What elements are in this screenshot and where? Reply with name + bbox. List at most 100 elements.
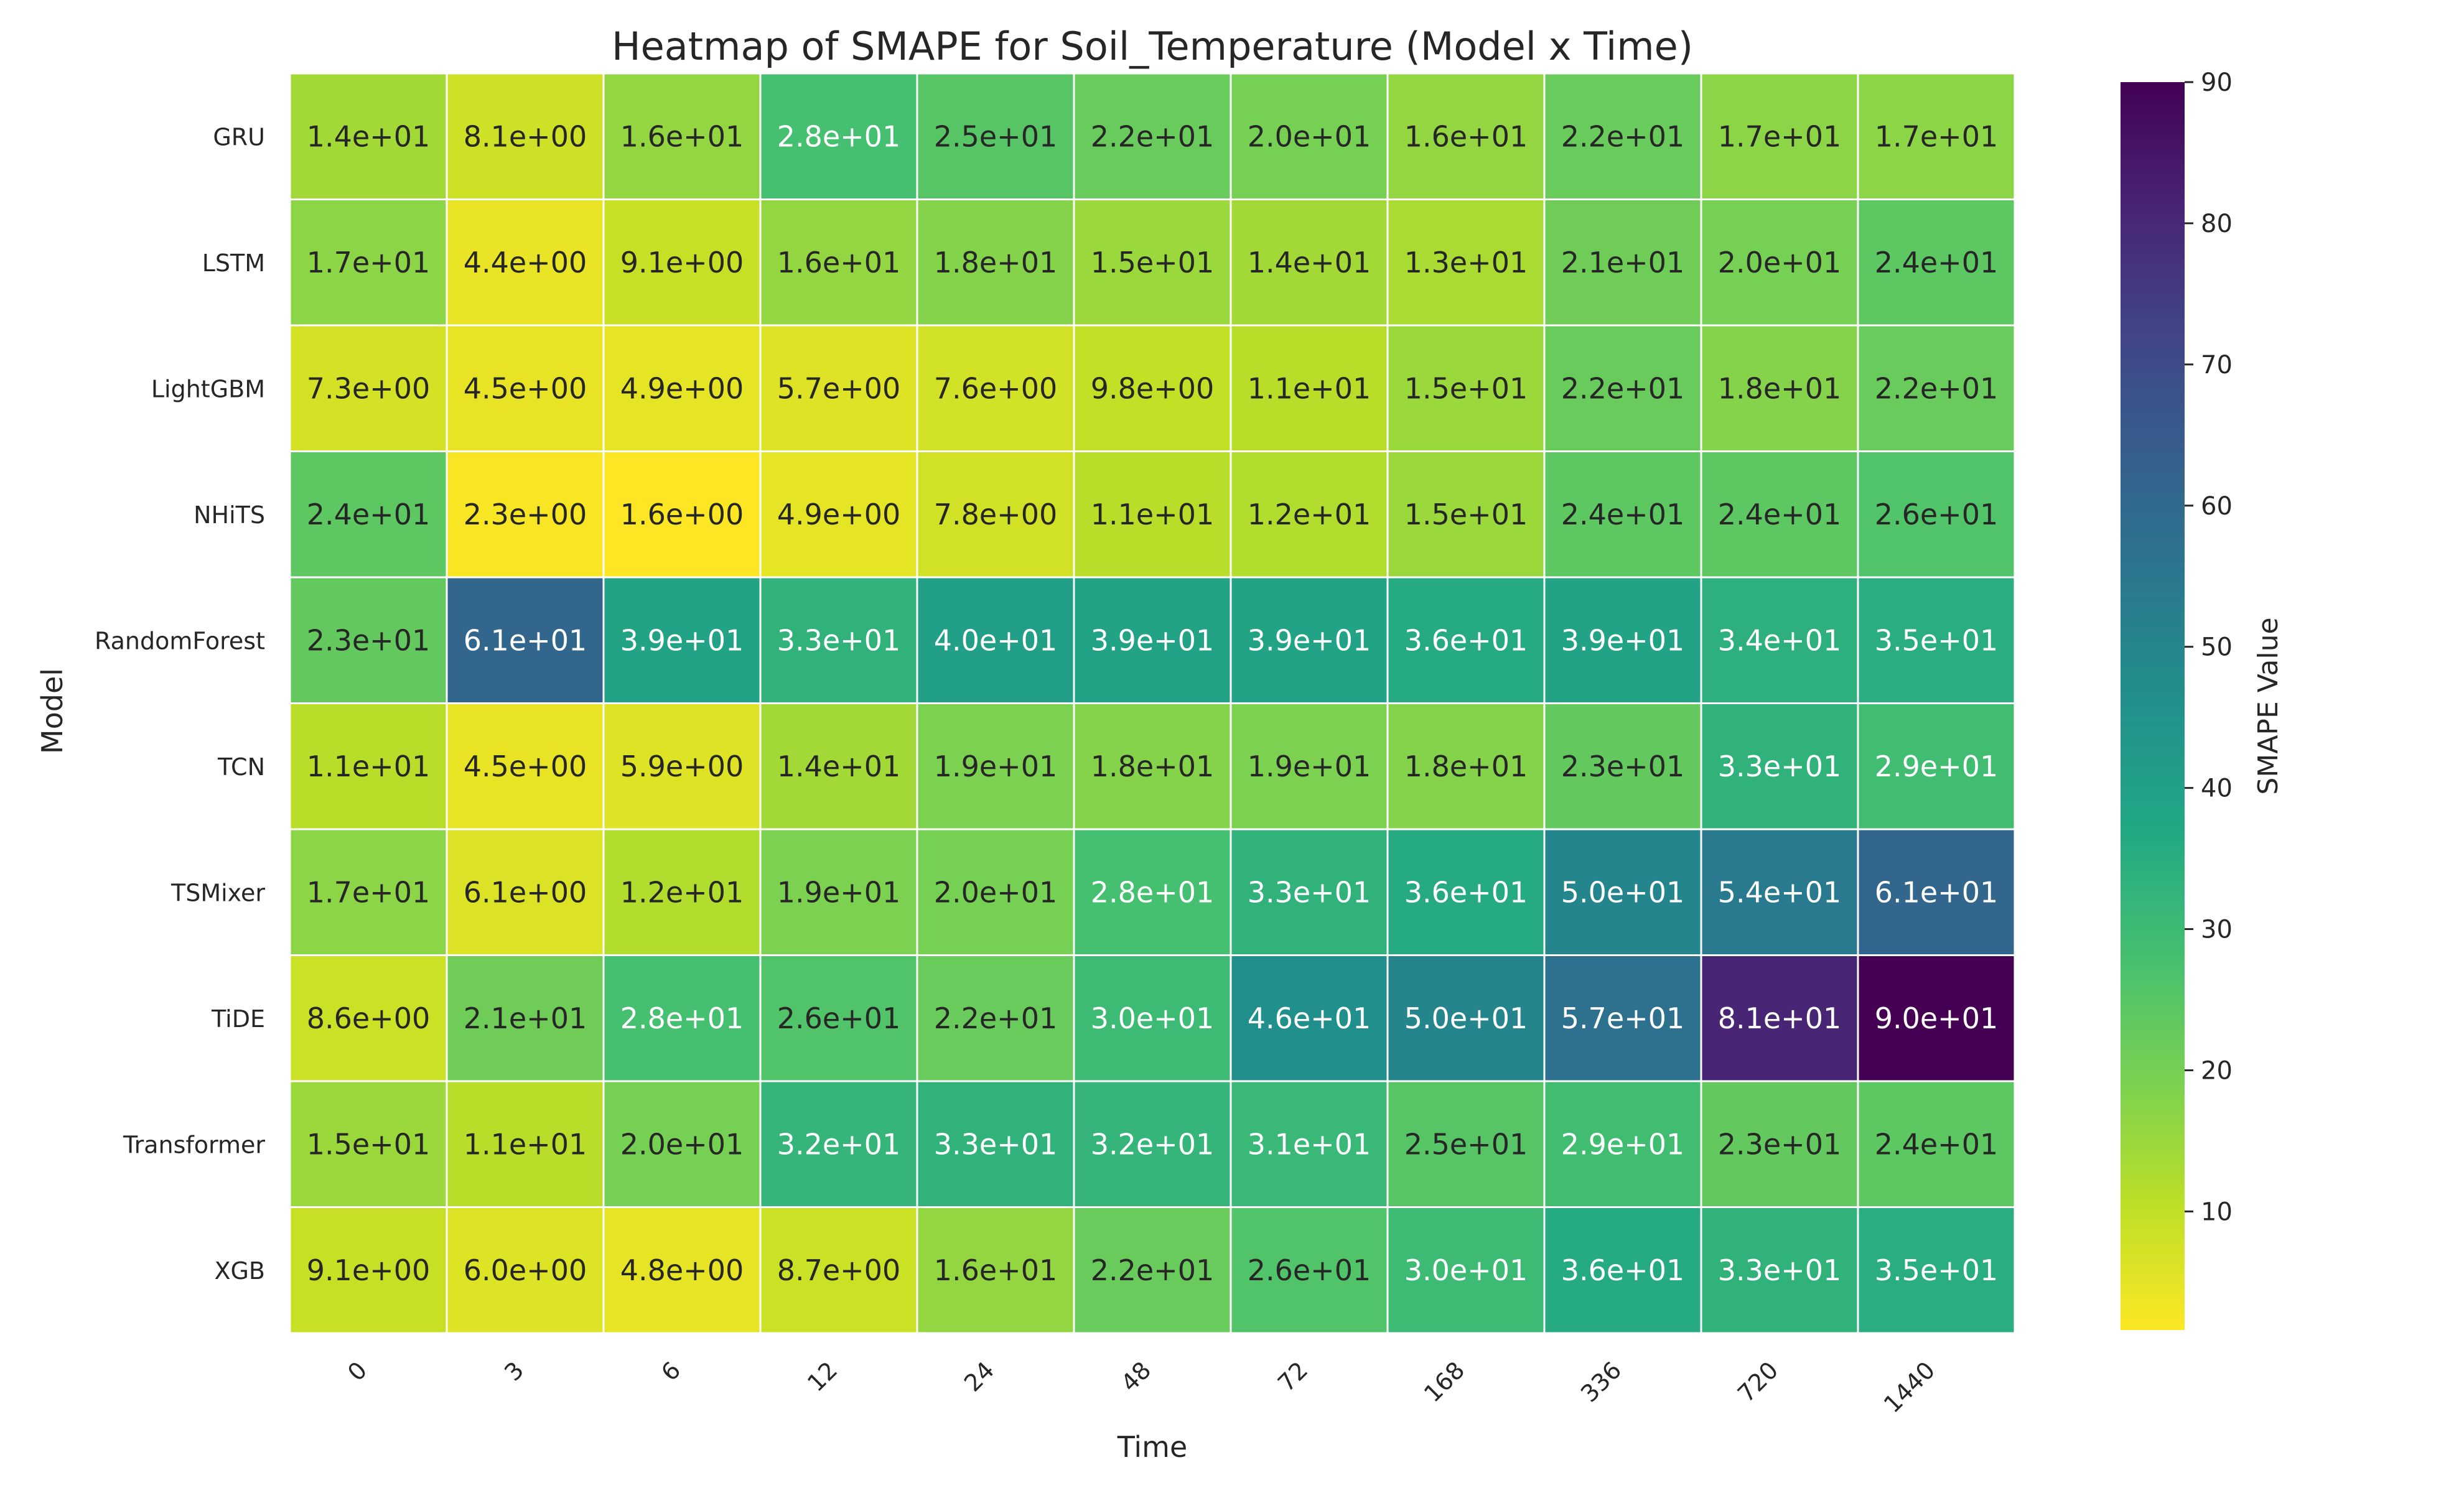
heatmap-cell [1700,198,1859,327]
heatmap-cell [1857,72,2016,200]
cell-value-label: 3.3e+01 [1248,875,1371,909]
heatmap-cell [602,828,762,956]
cell-value-label: 2.6e+01 [1875,498,1999,531]
cell-value-label: 2.2e+01 [1561,371,1685,405]
x-tick-label: 0 [342,1356,372,1386]
heatmap-cell [602,198,762,327]
heatmap-cell [289,954,448,1082]
colorbar-tick-label: 60 [2201,492,2233,521]
cell-value-label: 2.6e+01 [777,1002,901,1035]
heatmap-cell [602,72,762,200]
cell-value-label: 8.1e+01 [1718,1002,1842,1035]
heatmap-cell [289,1206,448,1334]
cell-value-label: 2.8e+01 [777,119,901,153]
heatmap-cell [1700,1206,1859,1334]
heatmap-cell [289,324,448,452]
colorbar-gradient [2121,82,2185,1330]
heatmap-cell [602,450,762,579]
heatmap-cell [1230,450,1389,579]
colorbar-ticks: 10 20 30 40 50 60 70 80 90 [2185,68,2233,1226]
cell-value-label: 2.3e+00 [464,498,587,531]
y-tick-label: GRU [213,123,265,151]
cell-value-label: 2.2e+01 [1091,119,1215,153]
cell-value-label: 3.1e+01 [1248,1127,1371,1161]
cell-value-label: 6.1e+01 [1875,875,1999,909]
heatmap-cell [289,828,448,956]
heatmap-cell [289,198,448,327]
heatmap-cell [1230,828,1389,956]
cell-value-label: 3.5e+01 [1875,623,1999,657]
heatmap-cell [916,576,1075,704]
cell-value-label: 2.0e+01 [934,875,1058,909]
cell-value-label: 8.6e+00 [307,1002,431,1035]
colorbar-tick-label: 30 [2201,916,2233,944]
y-tick-label: TCN [217,753,265,781]
cell-value-label: 1.5e+01 [1091,246,1215,279]
cell-value-label: 2.3e+01 [307,623,431,657]
heatmap-cell [759,702,918,830]
x-tick-label: 720 [1732,1356,1783,1407]
cell-value-label: 2.4e+01 [1875,246,1999,279]
y-tick-label: LSTM [202,249,265,277]
cell-value-label: 5.7e+00 [777,371,901,405]
colorbar: 10 20 30 40 50 60 70 80 90 SMAPE Value [2121,68,2284,1330]
colorbar-tick-label: 80 [2201,210,2233,238]
y-axis-tick-labels: GRU LSTM LightGBM NHiTS RandomForest TCN TSMix… [95,123,265,1285]
cell-value-label: 4.0e+01 [934,623,1058,657]
heatmap-cell [1073,954,1232,1082]
heatmap-cell [1543,324,1702,452]
cell-value-label: 3.0e+01 [1404,1253,1528,1287]
heatmap-cell [446,576,605,704]
cell-value-label: 2.2e+01 [934,1002,1058,1035]
cell-value-label: 2.2e+01 [1091,1253,1215,1287]
y-tick-label: LightGBM [151,375,265,402]
cell-value-label: 1.1e+01 [1091,498,1215,531]
heatmap-cell [1386,1080,1546,1208]
y-tick-label: XGB [214,1257,265,1285]
heatmap-cell [759,576,918,704]
colorbar-tick-label: 50 [2201,633,2233,662]
heatmap-cell [1073,450,1232,579]
cell-value-label: 3.9e+01 [620,623,744,657]
heatmap-cell [759,1080,918,1208]
heatmap-cell [916,450,1075,579]
y-tick-label: RandomForest [95,627,265,654]
x-tick-label: 6 [656,1356,686,1386]
heatmap-cell [1073,702,1232,830]
cell-value-label: 3.0e+01 [1091,1002,1215,1035]
cell-value-label: 2.9e+01 [1875,750,1999,783]
heatmap-cell [1857,828,2016,956]
heatmap-cell [1386,954,1546,1082]
heatmap-cell [1700,954,1859,1082]
cell-value-label: 7.3e+00 [307,371,431,405]
heatmap-cell [446,828,605,956]
y-tick-label: TSMixer [170,879,265,906]
heatmap-cell [1857,576,2016,704]
cell-value-label: 4.5e+00 [464,750,587,783]
heatmap-cell-labels: 1.4e+01 8.1e+00 1.6e+01 2.8e+01 2.5e+01 2.2e+… [307,119,1999,1287]
heatmap-cell [446,954,605,1082]
cell-value-label: 3.6e+01 [1404,875,1528,909]
heatmap-cell [1073,1206,1232,1334]
cell-value-label: 2.5e+01 [1404,1127,1528,1161]
cell-value-label: 1.7e+01 [1718,119,1842,153]
heatmap-cell [1700,828,1859,956]
cell-value-label: 2.0e+01 [1248,119,1371,153]
heatmap-cell [1230,576,1389,704]
cell-value-label: 1.9e+01 [934,750,1058,783]
cell-value-label: 3.9e+01 [1091,623,1215,657]
x-tick-label: 1440 [1878,1356,1941,1418]
colorbar-tick-label: 90 [2201,68,2233,97]
cell-value-label: 2.4e+01 [1875,1127,1999,1161]
heatmap-cell [916,198,1075,327]
cell-value-label: 3.4e+01 [1718,623,1842,657]
heatmap-cell [289,72,448,200]
heatmap-cells [289,72,2016,1334]
cell-value-label: 1.5e+01 [1404,498,1528,531]
cell-value-label: 7.8e+00 [934,498,1058,531]
cell-value-label: 1.8e+01 [1718,371,1842,405]
cell-value-label: 2.0e+01 [620,1127,744,1161]
cell-value-label: 2.9e+01 [1561,1127,1685,1161]
heatmap-cell [1386,1206,1546,1334]
heatmap-cell [289,702,448,830]
